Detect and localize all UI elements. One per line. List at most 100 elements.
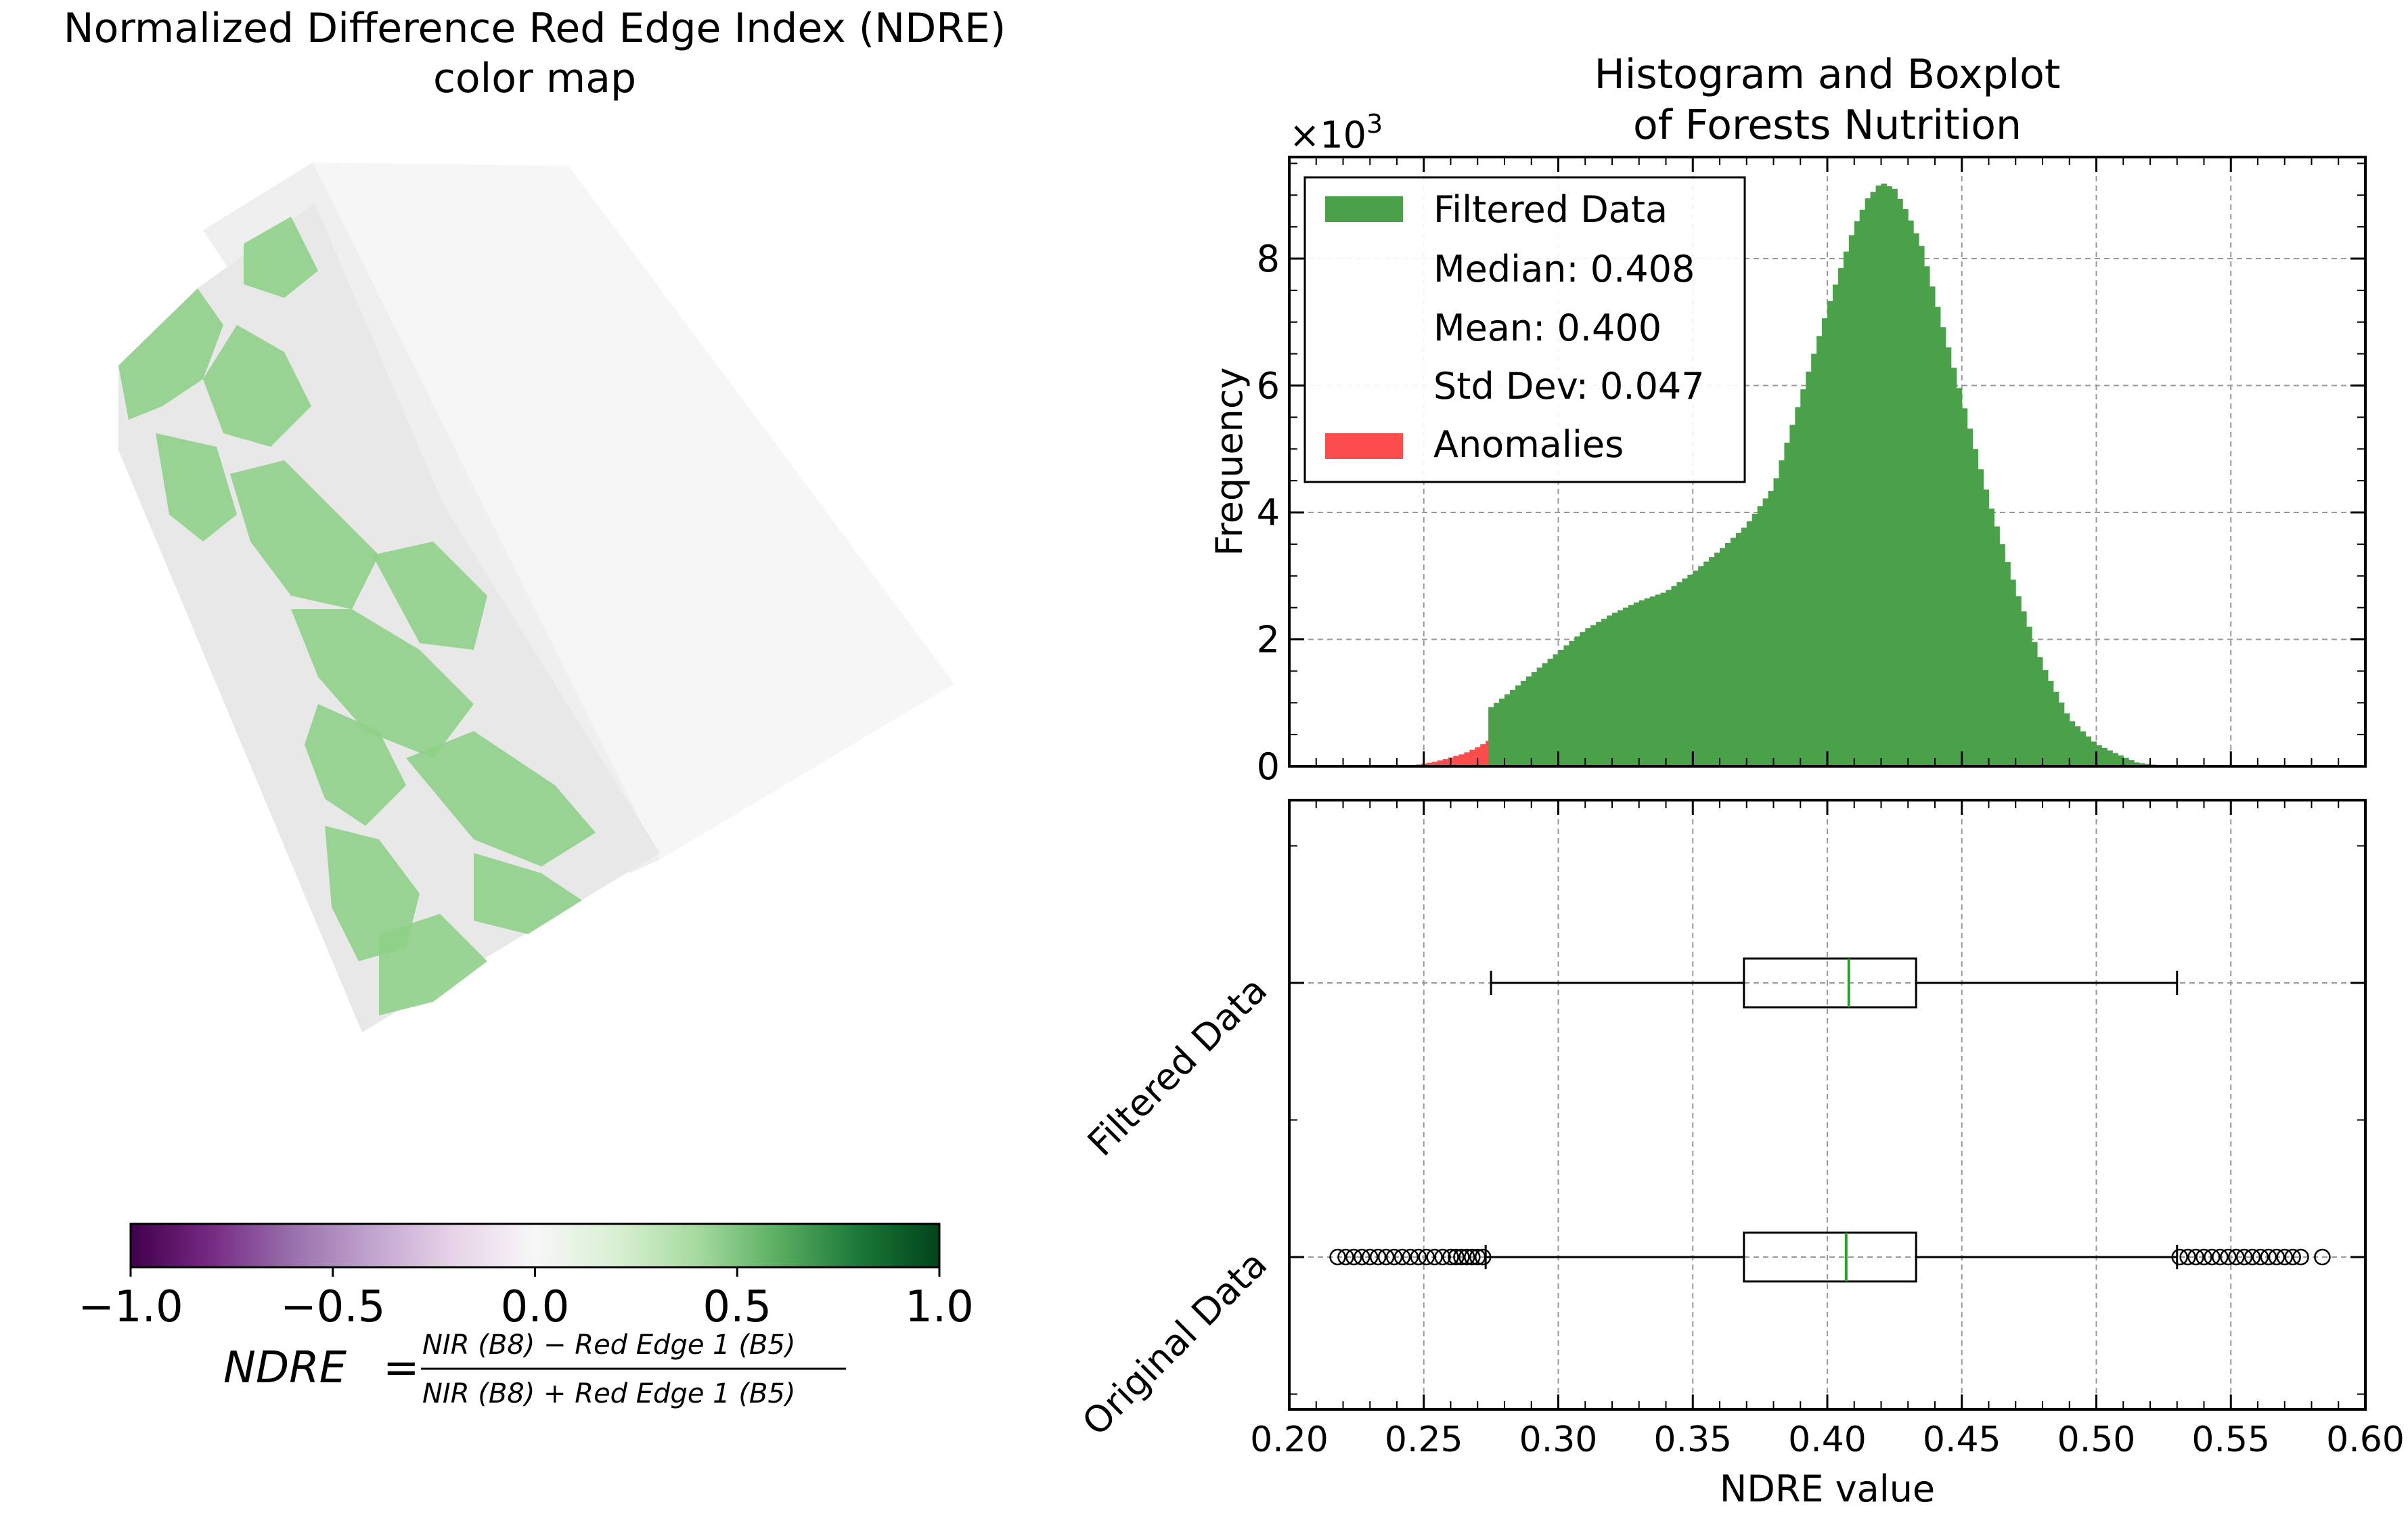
filtered-bar bbox=[1930, 286, 1936, 766]
flier bbox=[2227, 1248, 2245, 1266]
filtered-bar bbox=[1676, 582, 1682, 766]
vegetation-patch bbox=[291, 609, 474, 758]
vegetation-patch bbox=[474, 853, 582, 934]
filtered-bar bbox=[1724, 543, 1731, 766]
vegetation-patch bbox=[372, 542, 487, 650]
flier bbox=[1434, 1248, 1451, 1266]
filtered-bar bbox=[1859, 209, 1866, 766]
filtered-bar bbox=[2139, 763, 2145, 766]
legend-std: Std Dev: 0.047 bbox=[1433, 365, 1705, 408]
filtered-bar bbox=[1908, 220, 1914, 766]
filtered-bar bbox=[2021, 611, 2027, 766]
flier bbox=[1458, 1248, 1475, 1266]
vegetation-patch bbox=[156, 433, 237, 542]
filtered-bar bbox=[2026, 626, 2032, 766]
filtered-bar bbox=[1730, 537, 1737, 766]
filtered-bar bbox=[1816, 336, 1823, 766]
filtered-bar bbox=[1735, 533, 1742, 766]
flier bbox=[2314, 1248, 2331, 1266]
flier bbox=[2292, 1248, 2309, 1266]
filtered-bar bbox=[1806, 371, 1812, 766]
flier bbox=[2260, 1248, 2277, 1266]
filtered-bar bbox=[1536, 667, 1543, 766]
anomaly-bar bbox=[1442, 759, 1449, 766]
filtered-bar bbox=[1612, 613, 1618, 766]
legend-median: Median: 0.408 bbox=[1433, 248, 1695, 290]
chart-title-line1: Histogram and Boxplot bbox=[1595, 51, 2061, 98]
histogram-ytick-label: 6 bbox=[1257, 365, 1280, 408]
filtered-bar bbox=[1569, 640, 1575, 766]
boxplot-xlabel: NDRE value bbox=[1720, 1468, 1935, 1510]
filtered-bar bbox=[1607, 615, 1613, 766]
anomaly-bar bbox=[1453, 755, 1459, 766]
filtered-bar bbox=[1563, 645, 1569, 766]
filtered-bar bbox=[1574, 636, 1580, 766]
filtered-bar bbox=[1832, 284, 1839, 766]
flier bbox=[1426, 1248, 1443, 1266]
filtered-bar bbox=[1961, 408, 1968, 766]
flier bbox=[2235, 1248, 2253, 1266]
filtered-bar bbox=[1660, 592, 1666, 766]
vegetation-patch bbox=[379, 914, 487, 1015]
flier bbox=[2220, 1248, 2237, 1266]
filtered-bar bbox=[1547, 659, 1554, 766]
flier bbox=[2171, 1248, 2188, 1266]
filtered-bar bbox=[2074, 726, 2081, 766]
histogram-frame bbox=[1288, 156, 2367, 768]
filtered-bar bbox=[2005, 562, 2011, 766]
boxplot-xtick-label: 0.40 bbox=[1788, 1420, 1867, 1460]
filtered-bar bbox=[1515, 685, 1521, 766]
filtered-bar bbox=[1590, 625, 1597, 766]
filtered-bar bbox=[1757, 506, 1764, 766]
filtered-bar bbox=[1967, 428, 1974, 766]
flier bbox=[2268, 1248, 2286, 1266]
ndre-map-image bbox=[118, 162, 954, 1032]
filtered-bar bbox=[1762, 498, 1769, 766]
filtered-bar bbox=[1956, 388, 1963, 766]
colorbar-ticks: −1.0 −0.5 0.0 0.5 1.0 bbox=[78, 1267, 974, 1332]
flier bbox=[1442, 1248, 1459, 1266]
filtered-bar bbox=[1924, 266, 1930, 766]
boxplot-original bbox=[1329, 1231, 2331, 1283]
filtered-bar bbox=[1983, 489, 1989, 766]
colorbar-tick-label: −0.5 bbox=[280, 1282, 385, 1332]
boxplot-xtick-label: 0.35 bbox=[1653, 1420, 1732, 1460]
filtered-bar bbox=[1945, 347, 1952, 766]
map-title-line1: Normalized Difference Red Edge Index (ND… bbox=[64, 5, 1006, 52]
flier bbox=[1410, 1248, 1427, 1266]
filtered-bar bbox=[1671, 586, 1677, 766]
filtered-bar bbox=[1902, 208, 1909, 766]
filtered-bar bbox=[1881, 183, 1887, 766]
flier bbox=[1377, 1248, 1395, 1266]
ndre-formula: NDRE = NIR (B8) − Red Edge 1 (B5) NIR (B… bbox=[223, 1329, 846, 1409]
histogram-ytick-label: 4 bbox=[1257, 491, 1280, 534]
boxplot-xtick-label: 0.50 bbox=[2057, 1420, 2136, 1460]
colorbar: −1.0 −0.5 0.0 0.5 1.0 bbox=[78, 1223, 974, 1332]
filtered-bar bbox=[1773, 478, 1779, 766]
filtered-bar bbox=[1601, 619, 1607, 766]
filtered-bar bbox=[1870, 192, 1877, 766]
flier bbox=[1362, 1248, 1379, 1266]
filtered-bar bbox=[2107, 750, 2113, 766]
filtered-bar bbox=[2047, 680, 2054, 766]
filtered-bar bbox=[1720, 548, 1726, 766]
flier bbox=[1393, 1248, 1411, 1266]
legend-anomalies-label: Anomalies bbox=[1433, 423, 1624, 466]
filtered-bar bbox=[1972, 449, 1979, 766]
y-scale-label: ×10 bbox=[1289, 114, 1366, 156]
filtered-bar bbox=[2010, 579, 2016, 766]
ndre-map-panel: Normalized Difference Red Edge Index (ND… bbox=[64, 5, 1006, 1409]
filtered-bar bbox=[1789, 424, 1796, 766]
filtered-bar bbox=[1935, 307, 1941, 766]
flier bbox=[2212, 1248, 2229, 1266]
flier bbox=[1354, 1248, 1370, 1266]
filtered-bar bbox=[1596, 621, 1602, 766]
filtered-bar bbox=[1988, 508, 1994, 766]
anomaly-bar bbox=[1437, 760, 1444, 766]
filtered-bar bbox=[1999, 544, 2005, 766]
filtered-bar bbox=[1666, 590, 1672, 766]
vegetation-patch bbox=[118, 288, 223, 420]
colorbar-gradient bbox=[129, 1223, 941, 1269]
colorbar-tick-label: −1.0 bbox=[78, 1282, 183, 1332]
filtered-bar bbox=[1746, 521, 1753, 766]
